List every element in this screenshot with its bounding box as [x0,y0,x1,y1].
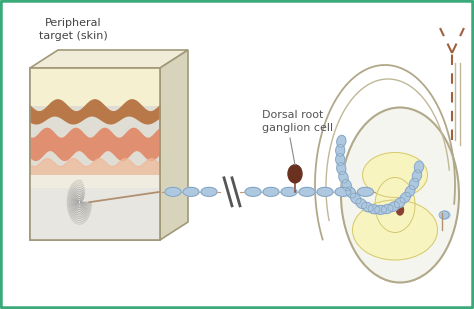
Ellipse shape [341,108,459,282]
Polygon shape [30,100,160,124]
Text: Dorsal root
ganglion cell: Dorsal root ganglion cell [262,110,333,133]
Polygon shape [30,128,160,160]
Ellipse shape [396,205,403,215]
Ellipse shape [440,211,450,219]
Ellipse shape [409,178,419,190]
Ellipse shape [201,187,217,196]
Ellipse shape [368,205,380,214]
Ellipse shape [337,135,346,147]
Ellipse shape [346,187,356,198]
Ellipse shape [357,187,374,196]
Ellipse shape [336,154,345,166]
Polygon shape [30,159,160,182]
Polygon shape [160,50,188,240]
Ellipse shape [375,177,415,232]
Ellipse shape [165,187,181,196]
Ellipse shape [183,187,199,196]
Ellipse shape [317,187,333,196]
FancyBboxPatch shape [30,68,160,240]
Ellipse shape [374,205,387,214]
Ellipse shape [337,163,346,175]
Ellipse shape [342,180,352,191]
Ellipse shape [405,186,415,197]
Ellipse shape [245,187,261,196]
Ellipse shape [356,198,367,209]
Ellipse shape [412,170,421,182]
FancyBboxPatch shape [30,175,160,188]
Ellipse shape [363,153,428,197]
Ellipse shape [263,187,279,196]
Ellipse shape [281,187,297,196]
Ellipse shape [400,192,410,203]
FancyBboxPatch shape [30,185,160,240]
FancyBboxPatch shape [30,68,160,106]
Ellipse shape [414,161,423,173]
Ellipse shape [336,144,345,156]
Ellipse shape [394,198,405,208]
Ellipse shape [299,187,315,196]
Ellipse shape [388,202,400,211]
Ellipse shape [381,204,393,214]
Polygon shape [30,50,188,68]
Ellipse shape [350,193,361,204]
Text: Peripheral
target (skin): Peripheral target (skin) [38,18,108,41]
Ellipse shape [288,165,302,183]
Ellipse shape [353,200,438,260]
Ellipse shape [335,187,351,196]
Ellipse shape [362,202,373,212]
Ellipse shape [339,171,348,183]
